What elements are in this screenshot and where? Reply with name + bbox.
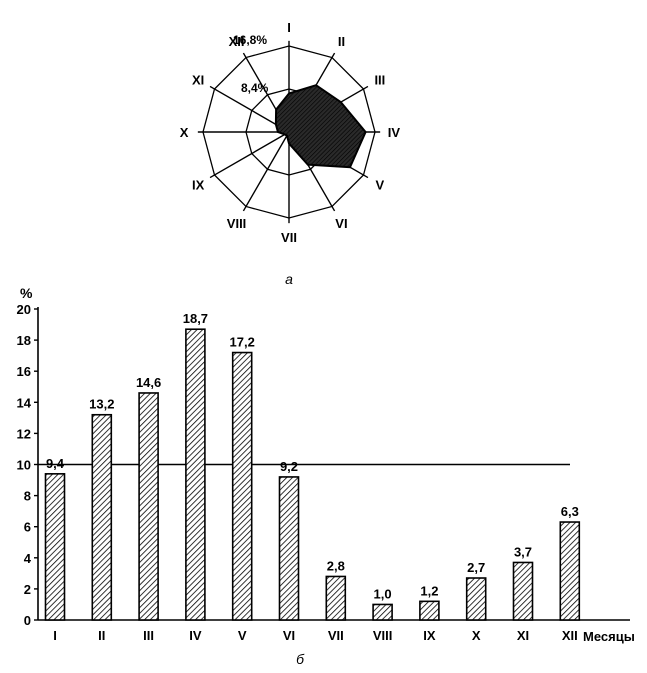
bar-value-label: 13,2 <box>89 397 114 412</box>
bar-caption: б <box>296 651 305 667</box>
bar-I <box>44 473 66 621</box>
bar-IV <box>185 328 206 621</box>
radar-caption: а <box>285 271 293 287</box>
radar-axis-label: XI <box>192 73 204 88</box>
bar-III <box>138 392 159 621</box>
radar-spoke-IX <box>209 131 290 179</box>
y-tick-label: 18 <box>17 333 31 348</box>
bar-V <box>231 351 253 621</box>
x-tick-label: VII <box>328 628 344 643</box>
bar-VII <box>325 575 347 621</box>
x-tick-label: VIII <box>373 628 393 643</box>
y-tick-label: 20 <box>17 302 31 317</box>
radar-axis-label: IV <box>388 125 401 140</box>
bar-series <box>44 328 581 621</box>
x-tick-label: II <box>98 628 105 643</box>
x-axis-ticks: I II III IV V VI VII VIII IX X XI XII <box>53 628 578 643</box>
radar-axis-label: VIII <box>227 216 247 231</box>
x-tick-label: XI <box>517 628 529 643</box>
radar-axis-label: IX <box>192 177 205 192</box>
x-tick-label: IX <box>423 628 436 643</box>
radar-axis-label: X <box>180 125 189 140</box>
radar-axis-label: VII <box>281 230 297 245</box>
bar-XI <box>512 561 534 621</box>
bar-value-label: 1,0 <box>374 586 392 601</box>
bar-value-label: 17,2 <box>230 335 255 350</box>
y-tick-label: 0 <box>24 613 31 628</box>
x-tick-label: III <box>143 628 154 643</box>
x-tick-label: VI <box>283 628 295 643</box>
x-axis-label: Месяцы <box>583 629 635 644</box>
bar-value-label: 3,7 <box>514 544 532 559</box>
bar-value-label: 9,2 <box>280 459 298 474</box>
y-tick-label: 12 <box>17 426 31 441</box>
bar-IX <box>419 600 440 621</box>
x-tick-label: XII <box>562 628 578 643</box>
y-tick-label: 8 <box>24 489 31 504</box>
ring-label-outer: 16,8% <box>233 33 267 47</box>
bar-value-label: 9,4 <box>46 456 65 471</box>
x-tick-label: I <box>53 628 57 643</box>
y-axis-ticks: 0 2 4 6 8 10 12 14 16 18 20 <box>17 302 38 628</box>
bar-value-label: 6,3 <box>561 504 579 519</box>
bar-VIII <box>372 603 393 621</box>
x-tick-label: IV <box>189 628 202 643</box>
radar-area <box>274 84 367 169</box>
y-tick-label: 14 <box>17 395 32 410</box>
y-tick-label: 6 <box>24 520 31 535</box>
bar-value-label: 2,7 <box>467 560 485 575</box>
bar-chart: 0 2 4 6 8 10 12 14 16 18 20 9,4 13,2 14,6 18,7 17,2 9,2… <box>17 285 635 667</box>
bar-value-labels: 9,4 13,2 14,6 18,7 17,2 9,2 2,8 1,0 1,2 2,7 3,7 6,3 <box>46 311 579 601</box>
radar-axis-label: XII <box>229 34 245 49</box>
bar-XII <box>559 521 581 621</box>
bar-value-label: 1,2 <box>420 583 438 598</box>
radar-axis-label: VI <box>335 216 347 231</box>
x-tick-label: V <box>238 628 247 643</box>
y-tick-label: 4 <box>24 551 32 566</box>
radar-spoke-VIII <box>242 131 290 212</box>
y-axis-label: % <box>20 285 33 301</box>
bar-VI <box>278 476 300 621</box>
radar-axis-label: I <box>287 20 291 35</box>
bar-X <box>465 577 487 621</box>
radar-axis-label: II <box>338 34 345 49</box>
bar-II <box>91 413 113 621</box>
radar-ring-labels: 8,4% 16,8% <box>233 33 269 95</box>
bar-value-label: 2,8 <box>327 558 345 573</box>
ring-label-inner: 8,4% <box>241 81 269 95</box>
y-tick-label: 2 <box>24 582 31 597</box>
radar-series <box>274 84 367 169</box>
bar-value-label: 14,6 <box>136 375 161 390</box>
x-tick-label: X <box>472 628 481 643</box>
radar-axis-label: III <box>374 73 385 88</box>
y-tick-label: 10 <box>17 458 31 473</box>
radar-axis-label: V <box>376 177 385 192</box>
y-tick-label: 16 <box>17 364 31 379</box>
bar-value-label: 18,7 <box>183 311 208 326</box>
